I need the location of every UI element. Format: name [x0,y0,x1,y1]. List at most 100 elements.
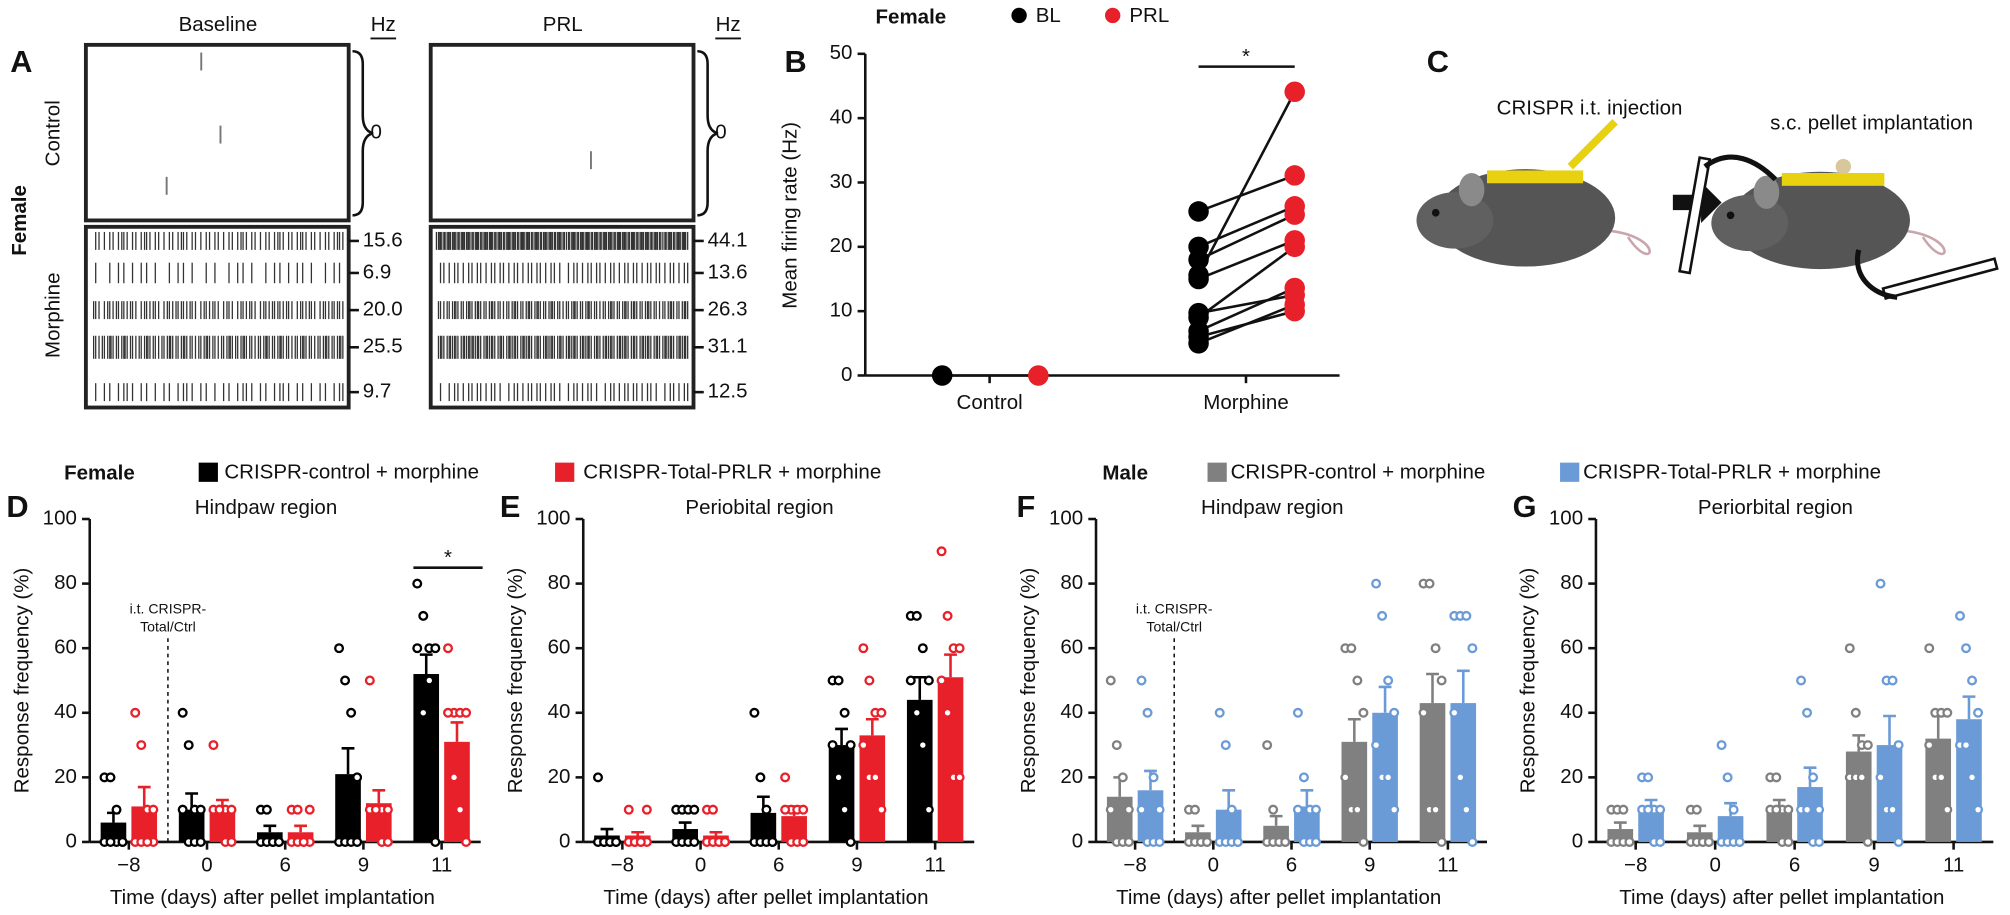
error-bar [1426,672,1439,704]
data-point [1924,740,1935,751]
rate-label: 31.1 [708,335,748,358]
data-point [340,675,351,686]
data-point [418,707,429,718]
error-bar [1191,824,1205,833]
bar [1215,809,1242,842]
data-point [443,643,454,654]
error-bar [1931,714,1945,739]
significance: * [444,546,452,569]
legend-group-label: Female [64,462,135,485]
x-tick-label: 9 [358,854,369,877]
error-bar [865,717,879,736]
y-tick-label: 40 [54,700,77,723]
data-point [1371,578,1382,589]
y-tick-label: 20 [1060,765,1083,788]
pair-line [1198,293,1295,315]
data-point [1340,772,1351,783]
data-point [1346,643,1357,654]
data-point [593,772,603,783]
y-tick-label: 0 [66,829,77,852]
column-title: Baseline [179,13,258,36]
bar [937,677,964,842]
data-point [1887,804,1898,815]
data-point [689,836,700,847]
x-tick-label: 0 [1208,854,1219,877]
bar [1419,703,1446,842]
data-point [1298,772,1309,783]
data-point [827,740,838,751]
panel-letter: E [500,489,521,524]
error-bar [419,653,433,675]
x-tick-label: 9 [851,854,862,877]
data-point [1154,804,1165,815]
data-point [917,740,928,751]
brace [352,49,374,217]
data-point [1961,643,1972,654]
bar [1925,738,1952,842]
y-tick-label: 60 [1060,636,1083,659]
y-tick-label: 100 [536,506,570,529]
data-point [1352,675,1363,686]
data-point [1430,643,1441,654]
data-point [1136,675,1147,686]
data-point [352,836,363,847]
column-title: PRL [543,13,583,36]
data-point [635,836,646,847]
significance: * [1242,45,1250,68]
raster-box [428,42,696,223]
legend-marker [1011,7,1027,24]
mouse [1678,154,1999,300]
x-axis-label: Time (days) after pellet implantation [110,886,435,909]
data-point [1189,804,1200,815]
x-tick-label: 6 [1286,854,1297,877]
data-point [833,772,844,783]
data-point [1862,740,1873,751]
legend-label: CRISPR-Total-PRLR + morphine [1583,460,1881,483]
point [1188,249,1209,270]
data-point [1111,740,1122,751]
data-point [1936,772,1947,783]
panel-letter: F [1017,489,1036,524]
error-bar [1883,714,1896,746]
y-tick-label: 20 [830,234,853,257]
x-tick-label: 9 [1868,854,1879,877]
point [1028,365,1049,386]
bar [828,745,855,842]
point [1284,236,1305,258]
error-bar [600,827,614,836]
data-point [298,836,309,847]
data-point [1467,836,1478,847]
data-point [382,804,393,815]
data-point [183,740,194,751]
data-point [1973,707,1984,718]
y-tick-label: 40 [548,700,571,723]
error-bar [263,824,277,833]
data-point [1722,772,1733,783]
bar [257,832,283,842]
x-tick-label: −8 [117,854,140,877]
step-label: s.c. pellet implantation [1770,112,1973,135]
point [1284,294,1305,315]
data-point [845,740,856,751]
x-tick-label: 9 [1364,854,1375,877]
data-point [1783,836,1794,847]
y-tick-label: 100 [1049,506,1083,529]
data-point [1123,804,1134,815]
bar [906,699,933,842]
pair-line [1198,286,1296,333]
data-point [1467,643,1478,654]
data-point [1105,675,1116,686]
brace [697,49,719,217]
annotation: i.t. CRISPR- [1136,601,1213,617]
mouse [1416,119,1651,267]
data-point [461,836,472,847]
point [1284,81,1305,103]
data-point [1973,804,1984,815]
raster-row [439,262,689,284]
error-bar [450,721,464,742]
data-point [352,772,363,783]
x-tick-label: 0 [201,854,212,877]
data-point [1292,707,1303,718]
data-point [1893,836,1904,847]
data-point [761,804,772,815]
